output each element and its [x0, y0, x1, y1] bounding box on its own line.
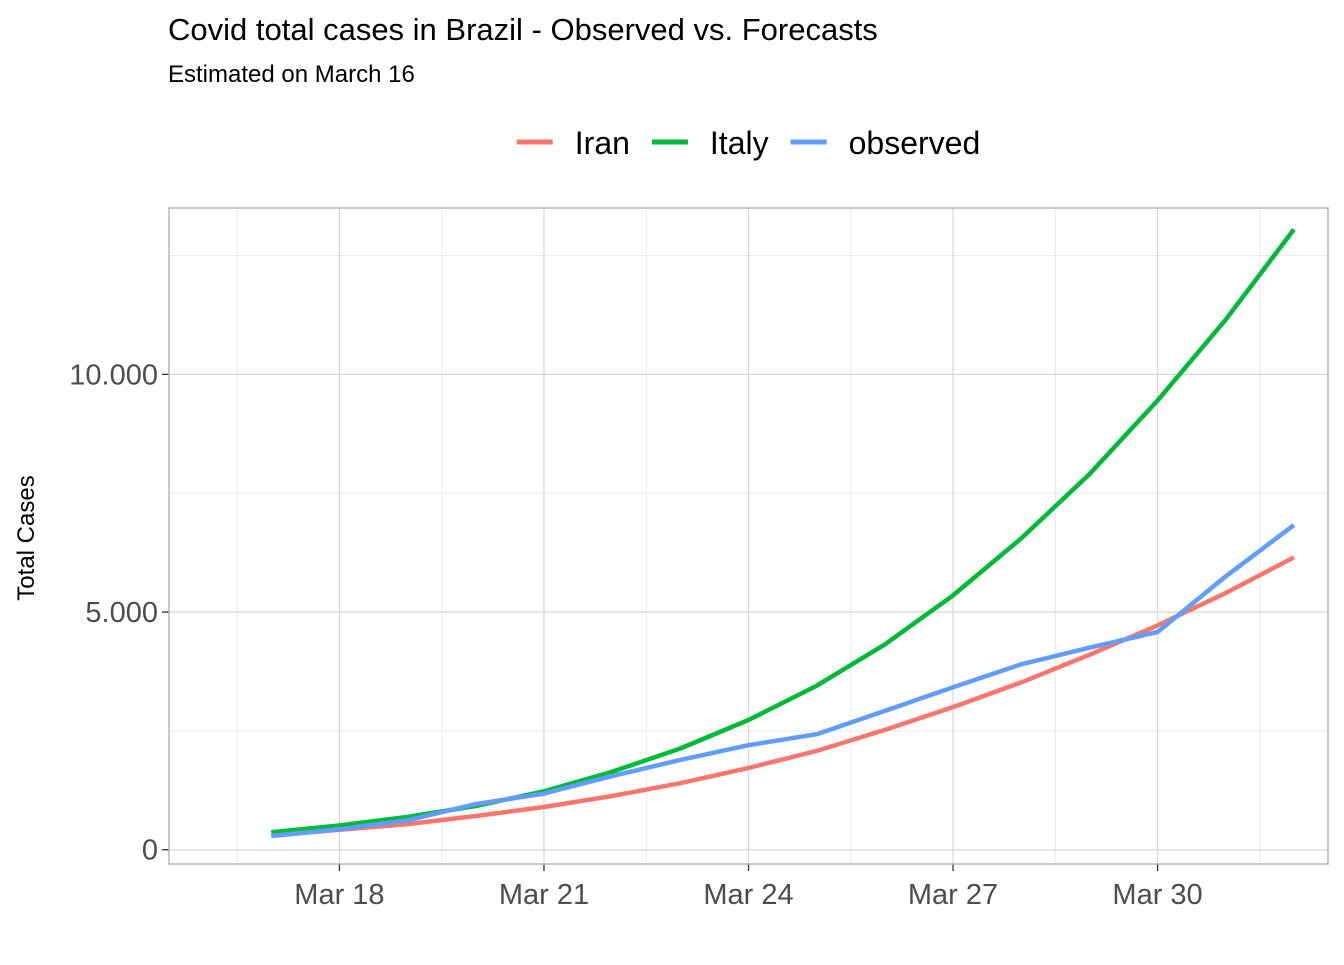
chart-title: Covid total cases in Brazil - Observed v… — [168, 12, 878, 47]
series-line-observed — [271, 523, 1296, 839]
x-tick-label: Mar 21 — [499, 879, 589, 911]
legend-label-observed: observed — [849, 125, 981, 161]
y-tick-label: 0 — [142, 835, 158, 867]
chart-subtitle: Estimated on March 16 — [168, 61, 415, 88]
legend-label-iran: Iran — [575, 125, 630, 161]
x-tick-label: Mar 24 — [703, 879, 793, 911]
x-tick-label: Mar 27 — [908, 879, 998, 911]
x-tick-label: Mar 18 — [294, 879, 384, 911]
plot-panel: 0 5.000 10.000 Mar 18 Mar 21 Mar 24 Mar 27 Mar … — [69, 207, 1329, 911]
legend-label-italy: Italy — [710, 125, 769, 161]
y-tick-label: 10.000 — [69, 359, 158, 391]
x-tick-label: Mar 30 — [1112, 879, 1202, 911]
panel-border — [168, 207, 1329, 865]
y-tick-label: 5.000 — [85, 597, 158, 629]
y-axis-title: Total Cases — [13, 475, 40, 600]
legend: Iran Italy observed — [516, 125, 981, 161]
